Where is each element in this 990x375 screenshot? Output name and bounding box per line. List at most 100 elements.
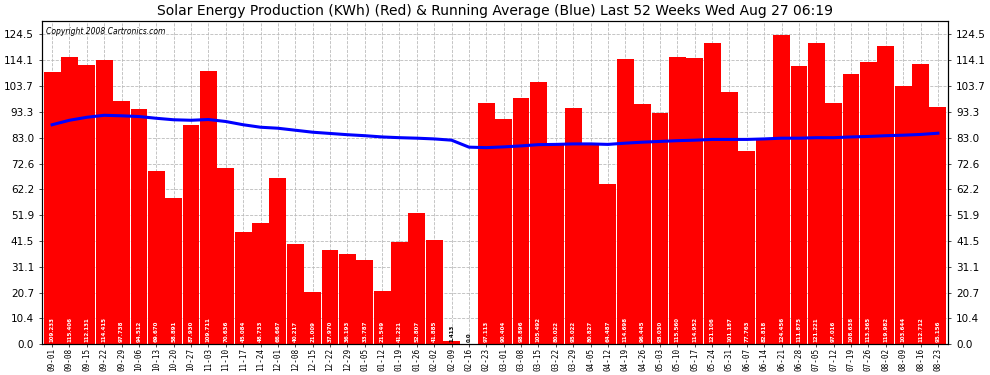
Bar [218,168,235,344]
Text: 114.952: 114.952 [692,317,697,342]
Text: 66.667: 66.667 [275,321,280,342]
Text: 109.233: 109.233 [50,317,54,342]
Bar [617,59,634,344]
Text: 80.827: 80.827 [588,321,593,342]
Bar [826,103,842,344]
Bar [564,108,581,344]
Bar [877,46,894,344]
Bar [61,57,78,344]
Text: 95.156: 95.156 [936,321,940,342]
Bar [600,184,617,344]
Bar [373,291,390,344]
Text: 69.670: 69.670 [153,321,158,342]
Bar [513,98,530,344]
Text: 121.106: 121.106 [710,318,715,342]
Text: 45.084: 45.084 [241,321,246,342]
Bar [287,244,304,344]
Text: 93.030: 93.030 [657,321,662,342]
Text: 48.733: 48.733 [258,321,263,342]
Bar [842,74,859,344]
Text: 111.875: 111.875 [796,317,802,342]
Bar [131,109,148,344]
Text: 41.221: 41.221 [397,321,402,342]
Bar [755,138,772,344]
Text: 119.982: 119.982 [883,317,888,342]
Text: 82.818: 82.818 [761,321,766,342]
Text: 114.698: 114.698 [623,317,628,342]
Text: 37.970: 37.970 [328,321,333,342]
Text: 101.187: 101.187 [727,317,732,342]
Bar [860,62,877,344]
Bar [356,260,373,344]
Text: 21.009: 21.009 [310,321,315,342]
Bar [669,57,686,344]
Text: 41.885: 41.885 [432,321,437,342]
Bar [148,171,164,344]
Bar [495,119,512,344]
Bar [686,58,703,344]
Text: 97.738: 97.738 [119,321,124,342]
Bar [721,92,738,344]
Text: 33.787: 33.787 [362,321,367,342]
Text: 103.644: 103.644 [901,317,906,342]
Text: 98.896: 98.896 [519,321,524,342]
Text: 96.445: 96.445 [641,321,645,342]
Text: 115.406: 115.406 [67,317,72,342]
Bar [78,65,95,344]
Text: 64.487: 64.487 [606,321,611,342]
Text: 112.712: 112.712 [918,318,923,342]
Text: 121.221: 121.221 [814,318,819,342]
Bar [808,43,825,344]
Text: 58.891: 58.891 [171,321,176,342]
Bar [113,101,130,344]
Bar [478,103,495,344]
Bar [44,72,60,344]
Text: 0.0: 0.0 [466,333,471,342]
Text: 1.413: 1.413 [449,325,454,342]
Bar [426,240,443,344]
Text: 21.549: 21.549 [379,321,384,342]
Text: 114.415: 114.415 [102,317,107,342]
Text: 97.016: 97.016 [832,321,837,342]
Text: Copyright 2008 Cartronics.com: Copyright 2008 Cartronics.com [47,27,165,36]
Bar [322,250,339,344]
Bar [912,64,929,344]
Text: 105.492: 105.492 [536,317,541,342]
Text: 95.022: 95.022 [570,321,575,342]
Text: 113.365: 113.365 [866,317,871,342]
Bar [165,198,182,344]
Bar [252,223,269,344]
Text: 109.711: 109.711 [206,317,211,342]
Bar [182,125,199,344]
Text: 40.217: 40.217 [293,321,298,342]
Title: Solar Energy Production (KWh) (Red) & Running Average (Blue) Last 52 Weeks Wed A: Solar Energy Production (KWh) (Red) & Ru… [157,4,833,18]
Text: 115.560: 115.560 [675,317,680,342]
Text: 87.930: 87.930 [188,321,194,342]
Text: 97.113: 97.113 [484,321,489,342]
Bar [530,82,546,344]
Bar [547,145,564,344]
Bar [200,71,217,344]
Bar [339,254,355,344]
Bar [930,107,946,344]
Bar [444,341,460,344]
Text: 52.807: 52.807 [415,321,420,342]
Text: 90.404: 90.404 [501,321,506,342]
Text: 124.456: 124.456 [779,317,784,342]
Text: 77.763: 77.763 [744,321,749,342]
Text: 36.193: 36.193 [345,321,349,342]
Text: 108.638: 108.638 [848,317,853,342]
Bar [651,113,668,344]
Text: 70.636: 70.636 [224,321,229,342]
Bar [269,178,286,344]
Text: 112.131: 112.131 [84,318,89,342]
Bar [739,151,755,344]
Bar [773,34,790,344]
Bar [409,213,426,344]
Bar [304,292,321,344]
Bar [96,60,113,344]
Bar [582,143,599,344]
Bar [791,66,808,344]
Bar [391,242,408,344]
Text: 94.512: 94.512 [137,321,142,342]
